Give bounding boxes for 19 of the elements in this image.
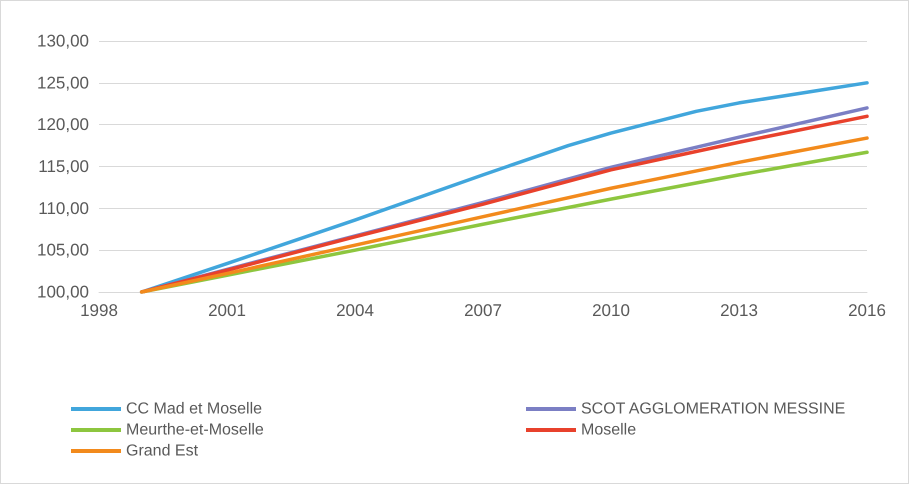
y-tick-label: 130,00: [37, 32, 89, 50]
x-tick-label: 2016: [848, 301, 886, 320]
y-tick-label: 100,00: [37, 282, 89, 302]
x-tick-label: 2007: [464, 301, 502, 320]
y-tick-label: 125,00: [37, 73, 89, 92]
legend-label: Grand Est: [126, 442, 199, 460]
x-tick-label: 2004: [336, 301, 374, 320]
x-tick-label: 2010: [592, 301, 630, 320]
legend-label: SCOT AGGLOMERATION MESSINE: [581, 400, 846, 418]
y-tick-label: 115,00: [38, 157, 89, 176]
y-tick-label: 110,00: [38, 198, 89, 218]
y-tick-label: 105,00: [37, 240, 89, 260]
legend-label: CC Mad et Moselle: [126, 400, 262, 418]
x-tick-label: 2001: [208, 301, 246, 320]
y-tick-label: 120,00: [37, 115, 89, 134]
x-tick-label: 2013: [720, 301, 758, 320]
legend-label: Meurthe-et-Moselle: [126, 422, 264, 438]
x-tick-label: 1998: [80, 301, 118, 320]
legend-label: Moselle: [581, 422, 636, 438]
